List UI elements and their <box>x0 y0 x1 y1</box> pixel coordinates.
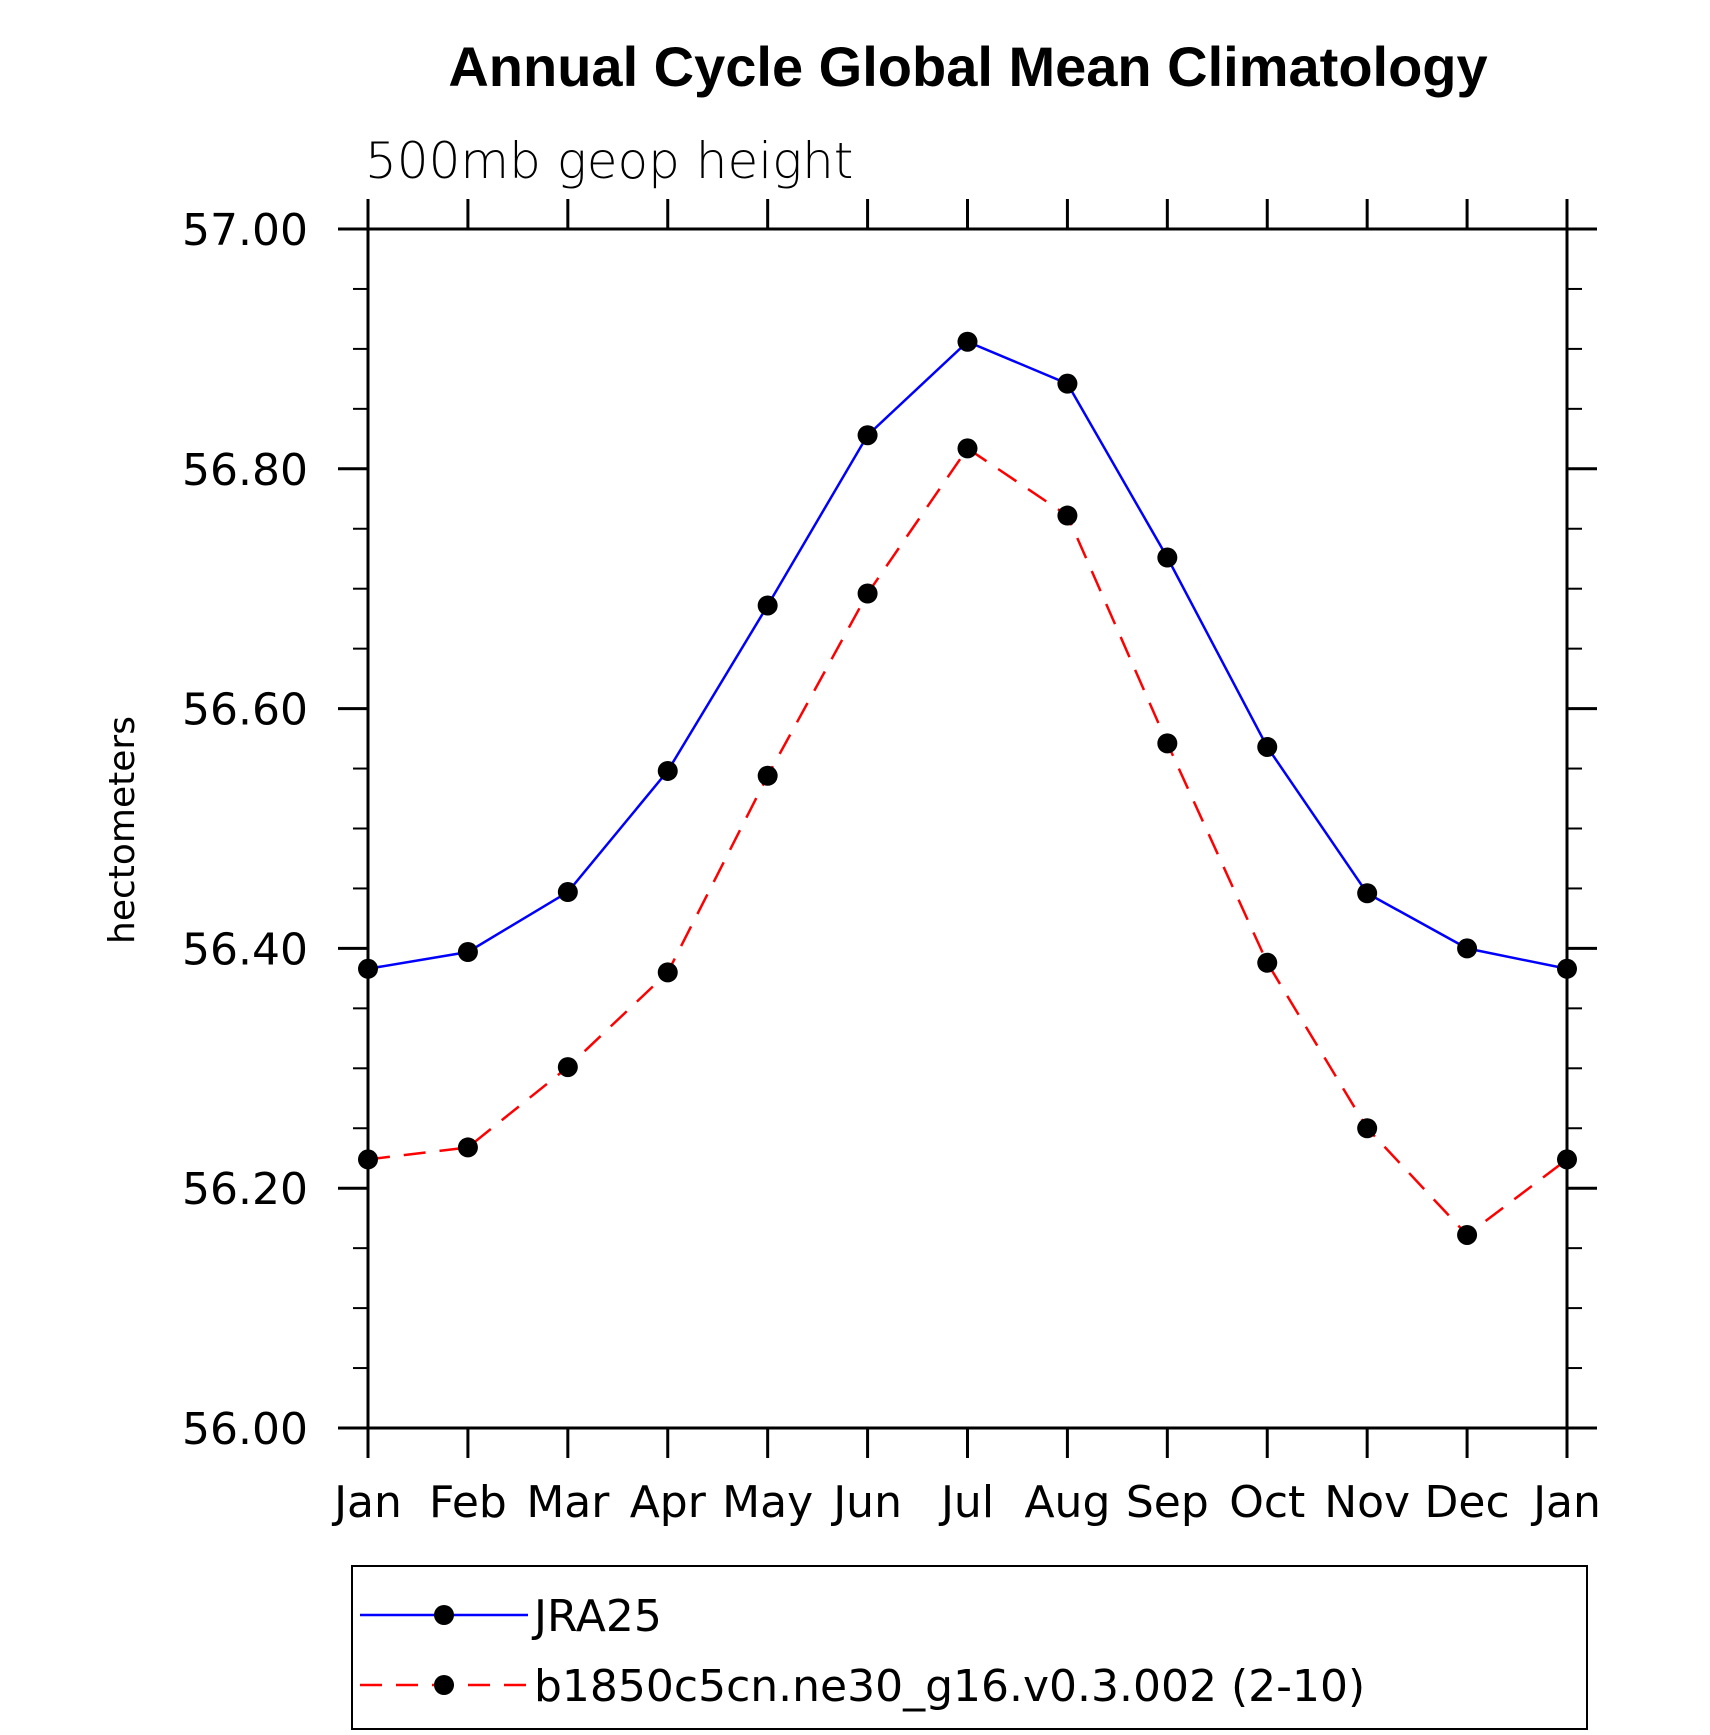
legend: JRA25 b1850c5cn.ne30_g16.v0.3.002 (2-10) <box>351 1565 1588 1730</box>
x-tick-label: Dec <box>1425 1477 1510 1528</box>
chart-title: Annual Cycle Global Mean Climatology <box>448 35 1487 98</box>
y-tick-label: 56.20 <box>182 1164 308 1215</box>
x-tick-label: Mar <box>526 1477 610 1528</box>
x-tick-label: Aug <box>1024 1477 1110 1528</box>
series-line-1 <box>367 340 1568 971</box>
data-point <box>1257 736 1278 757</box>
data-point <box>1157 547 1178 568</box>
data-point <box>957 438 978 459</box>
series-line-2 <box>367 446 1568 1237</box>
data-point <box>1457 1224 1478 1245</box>
x-tick-label: Feb <box>429 1477 507 1528</box>
axis-ticks: Jan Feb Mar Apr May Jun Jul Aug Sep Oct Nov Dec Jan 5… <box>182 199 1601 1528</box>
data-point <box>1557 958 1577 979</box>
y-tick-label: 57.00 <box>182 205 308 256</box>
data-point <box>557 1057 578 1078</box>
data-point <box>957 331 978 352</box>
data-point <box>457 1137 478 1158</box>
x-tick-label: Jun <box>830 1477 902 1528</box>
legend-marker <box>434 1675 454 1695</box>
legend-label: JRA25 <box>531 1591 662 1642</box>
data-point <box>1357 1118 1378 1139</box>
x-tick-label: Jan <box>331 1477 402 1528</box>
x-tick-label: Jan <box>1530 1477 1601 1528</box>
y-tick-label: 56.60 <box>182 685 308 736</box>
data-point <box>1157 733 1178 754</box>
x-tick-label: Apr <box>630 1477 707 1528</box>
legend-box <box>351 1565 1588 1730</box>
data-point <box>1057 373 1078 394</box>
plot-frame <box>366 227 1569 1430</box>
chart-subtitle: 500mb geop height <box>365 132 853 190</box>
legend-label: b1850c5cn.ne30_g16.v0.3.002 (2-10) <box>534 1661 1365 1712</box>
x-tick-label: Sep <box>1126 1477 1209 1528</box>
data-point <box>1057 505 1078 526</box>
data-point <box>1357 883 1378 904</box>
data-point <box>757 595 778 616</box>
y-tick-label: 56.40 <box>182 924 308 975</box>
x-tick-label: Jul <box>938 1477 994 1528</box>
data-point <box>557 882 578 903</box>
y-tick-label: 56.00 <box>182 1404 308 1455</box>
data-point <box>857 583 878 604</box>
data-point <box>1257 952 1278 973</box>
y-axis-label: hectometers <box>102 716 143 944</box>
x-tick-label: Nov <box>1324 1477 1410 1528</box>
data-point <box>1557 1149 1577 1170</box>
y-tick-label: 56.80 <box>182 445 308 496</box>
x-tick-label: May <box>722 1477 813 1528</box>
data-point <box>757 765 778 786</box>
series-layer <box>358 331 1577 1245</box>
data-point <box>358 1149 378 1170</box>
data-point <box>857 425 878 446</box>
data-point <box>358 958 378 979</box>
data-point <box>1457 938 1478 959</box>
data-point <box>657 760 678 781</box>
data-point <box>457 941 478 962</box>
x-tick-label: Oct <box>1229 1477 1305 1528</box>
legend-marker <box>434 1605 454 1625</box>
data-point <box>657 962 678 983</box>
